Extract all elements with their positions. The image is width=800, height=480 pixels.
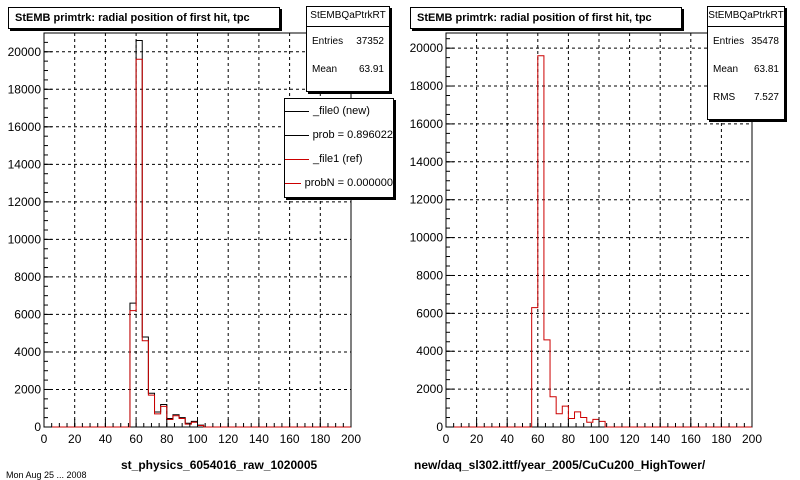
x-tick-label: 180	[711, 432, 731, 446]
y-tick-label: 12000	[410, 193, 444, 207]
x-tick-label: 0	[41, 432, 48, 446]
stats-value: 63.91	[358, 63, 384, 75]
x-tick-label: 40	[99, 432, 113, 446]
legend-swatch	[285, 110, 309, 112]
y-tick-label: 0	[436, 420, 443, 434]
y-tick-label: 0	[34, 420, 41, 434]
stats-value: 63.81	[753, 63, 779, 75]
legend-swatch	[285, 182, 301, 184]
histogram-title-left: StEMB primtrk: radial position of first …	[8, 7, 280, 29]
x-tick-label: 60	[531, 432, 545, 446]
y-tick-label: 2000	[14, 382, 41, 396]
stats-value: 7.527	[753, 91, 779, 103]
y-tick-label: 14000	[410, 155, 444, 169]
plot-frame-right	[445, 32, 753, 428]
x-tick-label: 20	[470, 432, 484, 446]
y-tick-label: 4000	[14, 345, 41, 359]
legend-item-probN: probN = 0.000000	[285, 171, 393, 195]
y-tick-label: 6000	[416, 306, 443, 320]
y-tick-label: 8000	[14, 270, 41, 284]
y-tick-label: 12000	[8, 195, 42, 209]
stats-box-name: StEMBQaPtrkRT	[708, 7, 784, 27]
stats-box-right: StEMBQaPtrkRT Entries 35478 Mean 63.81 R…	[707, 6, 785, 120]
x-tick-label: 20	[68, 432, 82, 446]
legend-label: probN = 0.000000	[304, 177, 393, 189]
legend-label: _file0 (new)	[313, 105, 370, 117]
legend-swatch	[285, 134, 309, 136]
stats-row-mean: Mean 63.81	[708, 55, 784, 83]
legend-label: _file1 (ref)	[313, 153, 363, 165]
x-tick-label: 60	[129, 432, 143, 446]
x-tick-label: 180	[310, 432, 330, 446]
y-tick-label: 8000	[416, 268, 443, 282]
stats-box-name: StEMBQaPtrkRT	[307, 7, 389, 27]
y-tick-label: 10000	[8, 232, 42, 246]
stats-row-mean: Mean 63.91	[307, 55, 389, 83]
y-tick-label: 20000	[8, 45, 42, 59]
y-tick-label: 18000	[410, 79, 444, 93]
histogram-series-right-0	[446, 55, 752, 428]
stats-label: Mean	[713, 63, 739, 75]
x-axis-title-right: new/daq_sl302.ittf/year_2005/CuCu200_Hig…	[414, 458, 706, 472]
legend-box-left: _file0 (new) prob = 0.896022 _file1 (ref…	[284, 98, 394, 198]
x-tick-label: 120	[218, 432, 238, 446]
stats-label: Mean	[312, 63, 338, 75]
legend-item-file1: _file1 (ref)	[285, 147, 393, 171]
x-tick-label: 100	[187, 432, 207, 446]
stats-label: Entries	[312, 35, 344, 47]
legend-swatch	[285, 158, 309, 160]
stats-row-entries: Entries 37352	[307, 27, 389, 55]
stats-row-rms: RMS 7.527	[708, 83, 784, 111]
legend-item-file0: _file0 (new)	[285, 99, 393, 123]
stats-label: RMS	[713, 91, 736, 103]
x-tick-label: 0	[443, 432, 450, 446]
x-tick-label: 160	[280, 432, 300, 446]
y-tick-label: 6000	[14, 307, 41, 321]
histogram-series-left-1	[44, 58, 351, 428]
stats-box-left: StEMBQaPtrkRT Entries 37352 Mean 63.91	[306, 6, 390, 92]
histogram-title-right: StEMB primtrk: radial position of first …	[410, 7, 682, 29]
stats-label: Entries	[713, 35, 745, 47]
stats-value: 37352	[356, 35, 384, 47]
y-tick-label: 16000	[8, 120, 42, 134]
y-tick-label: 18000	[8, 82, 42, 96]
footer-timestamp: Mon Aug 25 ... 2008	[6, 470, 87, 480]
x-tick-label: 40	[501, 432, 515, 446]
x-tick-label: 140	[650, 432, 670, 446]
x-tick-label: 200	[341, 432, 361, 446]
x-tick-label: 100	[589, 432, 609, 446]
y-tick-label: 2000	[416, 382, 443, 396]
x-tick-label: 80	[160, 432, 174, 446]
x-tick-label: 120	[620, 432, 640, 446]
y-tick-label: 14000	[8, 157, 42, 171]
stats-row-entries: Entries 35478	[708, 27, 784, 55]
legend-item-prob: prob = 0.896022	[285, 123, 393, 147]
stats-value: 35478	[751, 35, 779, 47]
x-tick-label: 140	[249, 432, 269, 446]
x-tick-label: 160	[681, 432, 701, 446]
y-tick-label: 16000	[410, 117, 444, 131]
x-tick-label: 80	[562, 432, 576, 446]
x-axis-title-left: st_physics_6054016_raw_1020005	[121, 458, 318, 472]
y-tick-label: 4000	[416, 344, 443, 358]
plot-frame-left	[43, 32, 352, 428]
y-tick-label: 10000	[410, 231, 444, 245]
y-tick-label: 20000	[410, 41, 444, 55]
legend-label: prob = 0.896022	[312, 129, 393, 141]
x-tick-label: 200	[742, 432, 762, 446]
